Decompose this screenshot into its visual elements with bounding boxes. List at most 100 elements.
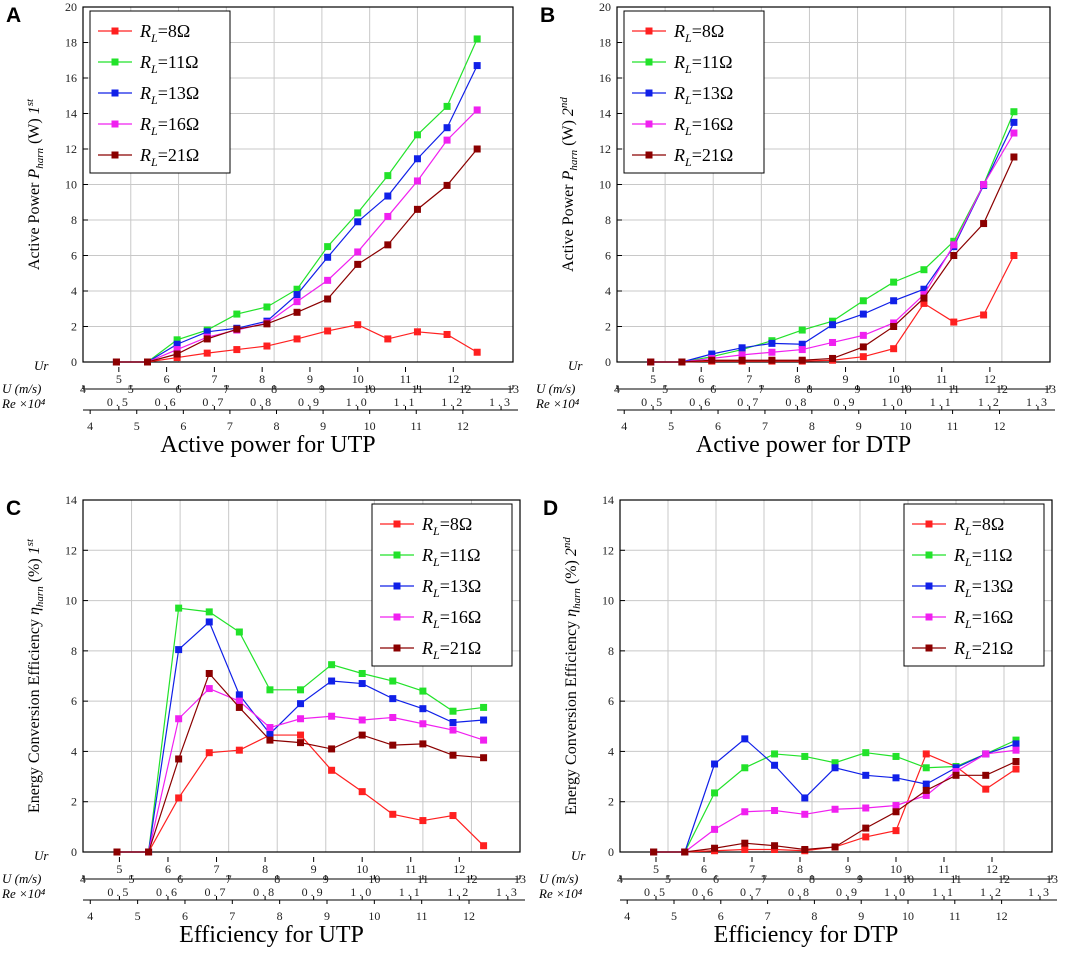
data-point <box>473 145 481 153</box>
data-point <box>741 735 749 743</box>
data-point <box>1010 153 1018 161</box>
data-point <box>389 713 397 721</box>
re2-tick-label: 4 <box>87 419 93 433</box>
y-tick-label: 8 <box>605 213 611 227</box>
re2-tick-label: 12 <box>993 419 1005 433</box>
y-tick-label: 12 <box>602 543 614 557</box>
data-point <box>982 750 990 758</box>
data-point <box>233 310 241 318</box>
series-name-symbol: R <box>139 114 151 134</box>
re2-tick-label: 5 <box>135 909 141 923</box>
y-tick-label: 0 <box>608 845 614 859</box>
data-point <box>384 212 392 220</box>
y-tick-label: 18 <box>65 36 77 50</box>
data-point <box>771 842 779 850</box>
y-axis-label: Active Power Pharn (W) 2nd <box>558 97 580 272</box>
data-point <box>650 848 658 856</box>
series-line <box>116 734 485 853</box>
legend-entry: RL=11Ω <box>953 545 1013 569</box>
re2-tick-label: 4 <box>87 909 93 923</box>
ylabel-subscript: harn <box>568 149 580 170</box>
data-point <box>413 205 421 213</box>
y-tick-label: 2 <box>71 795 77 809</box>
data-point <box>1010 252 1018 259</box>
re2-tick-label: 12 <box>996 909 1008 923</box>
data-point <box>980 181 988 188</box>
series-name-symbol: R <box>953 545 965 565</box>
ur-tick-label: 11 <box>400 372 412 386</box>
u-tick-label: 4 <box>614 382 620 396</box>
legend-entry: RL=16Ω <box>953 607 1013 631</box>
data-point <box>950 252 958 259</box>
ylabel-order-suffix: st <box>24 538 36 546</box>
y-tick-label: 6 <box>71 249 77 263</box>
data-point <box>324 243 332 251</box>
ylabel-order-suffix: nd <box>561 537 573 549</box>
series-name-symbol: R <box>421 514 433 534</box>
data-point <box>328 712 336 720</box>
data-point <box>205 618 213 626</box>
re-row-label: Re ×10⁴ <box>535 396 580 411</box>
data-point <box>980 220 988 228</box>
series-name-value: =11Ω <box>692 52 733 72</box>
ur-tick-label: 8 <box>794 372 800 386</box>
u-tick-label: 5 <box>665 872 671 886</box>
ylabel-unit: (W) <box>26 114 43 148</box>
series-name-symbol: R <box>673 114 685 134</box>
u-row-label: U (m/s) <box>2 381 41 396</box>
data-point <box>293 298 301 306</box>
legend-swatch-marker <box>111 58 119 66</box>
series-name-symbol: R <box>953 576 965 596</box>
data-point <box>647 358 655 366</box>
ur-tick-label: 9 <box>843 372 849 386</box>
re-tick-label: 0.8 <box>250 395 274 409</box>
series-name-value: =16Ω <box>972 607 1014 627</box>
data-point <box>384 335 392 343</box>
data-point <box>480 736 488 744</box>
re-tick-label: 1.1 <box>394 395 418 409</box>
data-point <box>890 319 898 327</box>
legend-swatch-marker <box>925 520 933 528</box>
data-point <box>443 136 451 144</box>
data-point <box>708 356 716 364</box>
data-point <box>829 321 837 329</box>
y-axis-label: Energy Conversion Efficiency ηharn (%) 2… <box>561 537 583 815</box>
y-tick-label: 10 <box>599 178 611 192</box>
series-name-symbol: R <box>673 52 685 72</box>
legend-entry: RL=16Ω <box>139 114 199 138</box>
re2-tick-label: 6 <box>182 909 188 923</box>
series-line <box>650 156 1015 363</box>
legend-entry: RL=16Ω <box>421 607 481 631</box>
u-tick-label: 8 <box>271 382 277 396</box>
legend-entry: RL=11Ω <box>421 545 481 569</box>
series-name-subscript: L <box>150 155 158 169</box>
data-point <box>892 808 900 816</box>
re2-tick-label: 6 <box>715 419 721 433</box>
ylabel-unit: (%) <box>26 554 43 586</box>
ylabel-subscript: harn <box>571 588 583 609</box>
y-tick-label: 2 <box>71 320 77 334</box>
data-point <box>324 295 332 303</box>
data-point <box>144 358 151 366</box>
series-name-symbol: R <box>421 607 433 627</box>
re-row-label: Re ×10⁴ <box>1 396 46 411</box>
data-point <box>801 752 809 760</box>
data-point <box>952 764 960 772</box>
ylabel-order: 2 <box>563 548 580 556</box>
data-point <box>473 348 481 356</box>
re2-tick-label: 11 <box>410 419 422 433</box>
u-tick-label: 10 <box>900 382 912 396</box>
series-name-symbol: R <box>673 83 685 103</box>
re2-tick-label: 6 <box>180 419 186 433</box>
y-tick-label: 10 <box>602 594 614 608</box>
data-point <box>711 789 719 797</box>
series-name-value: =13Ω <box>692 83 734 103</box>
data-point <box>950 237 958 245</box>
data-point <box>892 827 900 835</box>
u-tick-label: 11 <box>412 382 424 396</box>
y-tick-label: 6 <box>71 694 77 708</box>
data-point <box>859 343 867 351</box>
re2-tick-label: 10 <box>902 909 914 923</box>
